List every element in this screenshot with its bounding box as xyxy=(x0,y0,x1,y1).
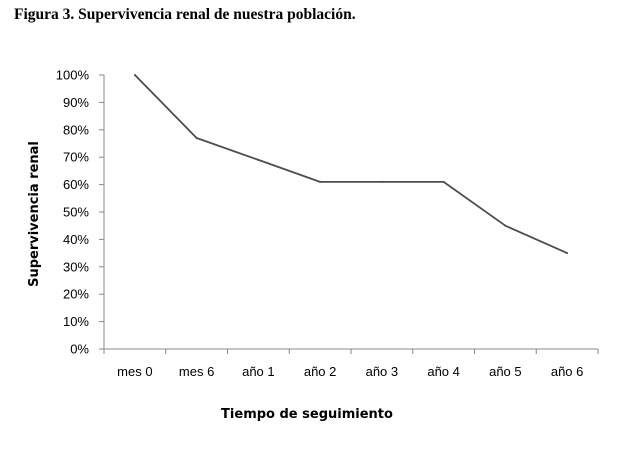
x-axis-title: Tiempo de seguimiento xyxy=(221,407,393,422)
data-point xyxy=(380,180,383,183)
data-point xyxy=(504,224,507,227)
x-tick-label: año 1 xyxy=(242,364,275,379)
x-tick-label: mes 0 xyxy=(117,364,152,379)
series-line xyxy=(134,74,568,254)
y-tick-label: 40% xyxy=(63,232,89,247)
series-layer xyxy=(133,74,569,255)
data-point xyxy=(195,137,198,140)
y-axis-title: Supervivencia renal xyxy=(27,141,42,287)
x-tick-label: año 5 xyxy=(489,364,522,379)
y-tick-label: 100% xyxy=(56,68,90,83)
y-tick-label: 0% xyxy=(70,342,89,357)
y-axis: 0% 10% 20% 30% 40% 50% 60% 70% 80% 90% 100% xyxy=(56,68,105,357)
figure-caption: Figura 3. Supervivencia renal de nuestra… xyxy=(14,6,356,23)
data-point xyxy=(442,180,445,183)
x-tick-label: año 4 xyxy=(427,364,460,379)
x-tick-label: mes 6 xyxy=(179,364,214,379)
y-tick-label: 60% xyxy=(63,177,89,192)
data-point xyxy=(319,180,322,183)
data-point xyxy=(566,252,569,255)
y-tick-label: 70% xyxy=(63,150,89,165)
data-point xyxy=(257,158,260,161)
y-tick-label: 50% xyxy=(63,205,89,220)
y-tick-label: 20% xyxy=(63,287,89,302)
y-tick-label: 30% xyxy=(63,259,89,274)
x-axis: mes 0 mes 6 año 1 año 2 año 3 año 4 año 5 año 6 xyxy=(103,348,599,379)
y-tick-label: 80% xyxy=(63,122,89,137)
x-tick-label: año 6 xyxy=(551,364,584,379)
x-tick-label: año 2 xyxy=(304,364,337,379)
y-tick-label: 10% xyxy=(63,314,89,329)
x-tick-label: año 3 xyxy=(366,364,399,379)
data-point xyxy=(133,74,136,76)
y-tick-label: 90% xyxy=(63,95,89,110)
